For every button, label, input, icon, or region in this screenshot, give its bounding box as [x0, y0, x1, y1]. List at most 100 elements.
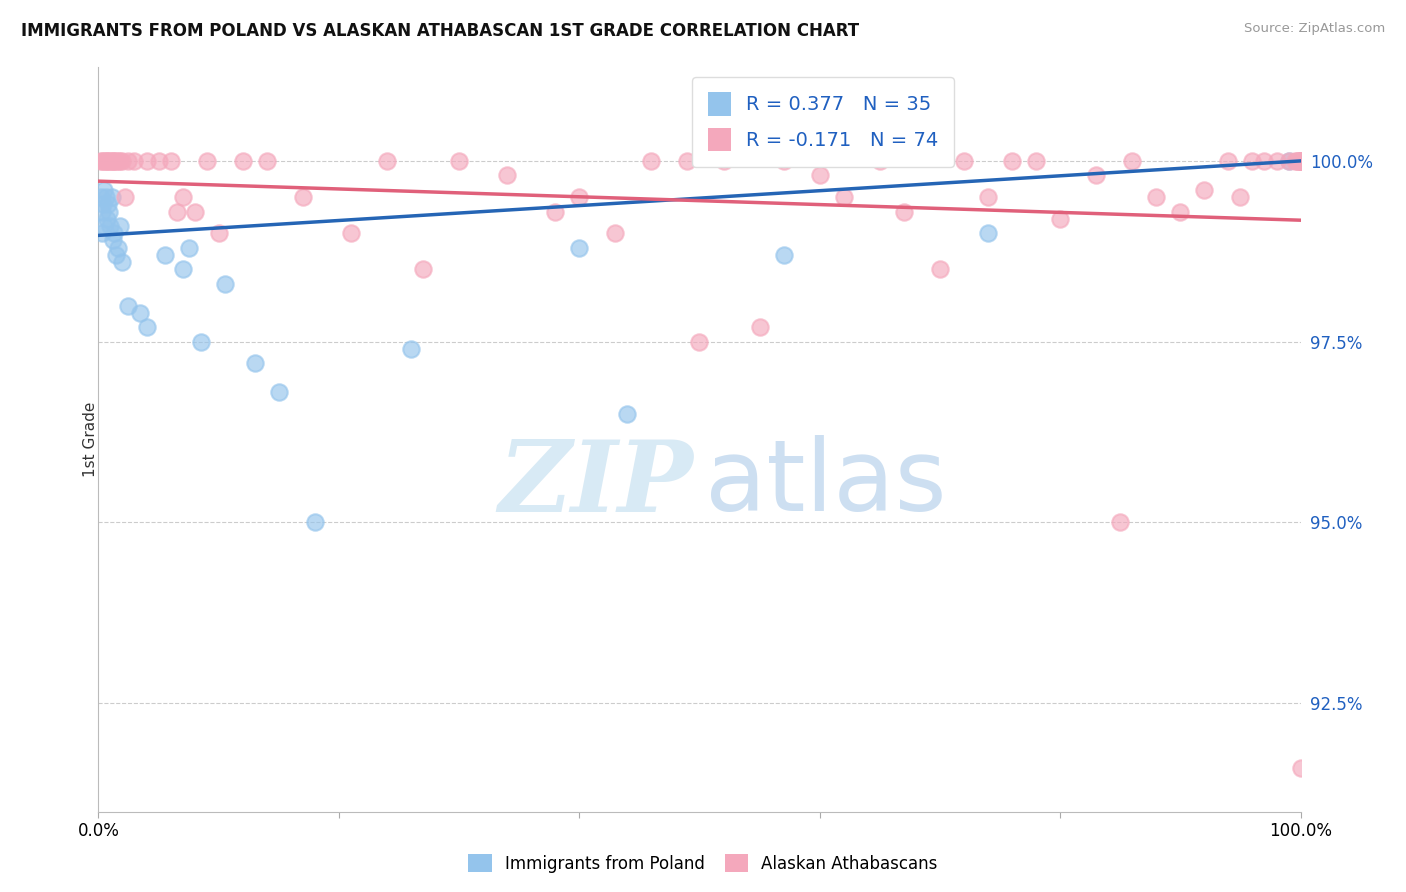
Point — [1288, 153, 1310, 168]
Point — [96, 153, 118, 168]
Point — [1144, 190, 1167, 204]
Point — [117, 153, 139, 168]
Point — [1253, 153, 1275, 168]
Point — [1277, 153, 1299, 168]
Point — [977, 226, 1000, 240]
Point — [153, 248, 176, 262]
Legend: R = 0.377   N = 35, R = -0.171   N = 74: R = 0.377 N = 35, R = -0.171 N = 74 — [692, 77, 955, 167]
Point — [291, 190, 314, 204]
Point — [108, 219, 131, 233]
Point — [166, 204, 188, 219]
Point — [93, 183, 115, 197]
Point — [1194, 183, 1216, 197]
Point — [94, 190, 117, 204]
Point — [103, 226, 125, 240]
Point — [689, 334, 711, 349]
Text: atlas: atlas — [706, 435, 948, 533]
Point — [232, 153, 254, 168]
Point — [496, 169, 519, 183]
Point — [1289, 761, 1312, 775]
Point — [97, 153, 120, 168]
Point — [97, 197, 120, 211]
Point — [1289, 153, 1312, 168]
Point — [91, 153, 114, 168]
Point — [340, 226, 363, 240]
Point — [267, 385, 290, 400]
Point — [94, 153, 117, 168]
Point — [977, 190, 1000, 204]
Point — [90, 153, 112, 168]
Point — [214, 277, 236, 291]
Point — [91, 226, 114, 240]
Point — [103, 153, 125, 168]
Point — [159, 153, 181, 168]
Point — [568, 190, 591, 204]
Point — [616, 407, 638, 421]
Text: IMMIGRANTS FROM POLAND VS ALASKAN ATHABASCAN 1ST GRADE CORRELATION CHART: IMMIGRANTS FROM POLAND VS ALASKAN ATHABA… — [21, 22, 859, 40]
Point — [1241, 153, 1264, 168]
Point — [96, 211, 118, 226]
Point — [869, 153, 891, 168]
Point — [108, 153, 131, 168]
Point — [447, 153, 470, 168]
Point — [1289, 153, 1312, 168]
Point — [183, 204, 205, 219]
Point — [148, 153, 170, 168]
Point — [111, 255, 134, 269]
Point — [676, 153, 699, 168]
Point — [101, 153, 124, 168]
Point — [1218, 153, 1240, 168]
Point — [412, 262, 434, 277]
Point — [1085, 169, 1108, 183]
Y-axis label: 1st Grade: 1st Grade — [83, 401, 97, 477]
Point — [101, 234, 124, 248]
Point — [304, 516, 326, 530]
Point — [129, 306, 152, 320]
Point — [1289, 153, 1312, 168]
Point — [172, 262, 194, 277]
Point — [808, 169, 831, 183]
Point — [114, 190, 136, 204]
Point — [1121, 153, 1143, 168]
Point — [772, 153, 794, 168]
Point — [928, 262, 950, 277]
Point — [832, 190, 855, 204]
Point — [605, 226, 627, 240]
Point — [1049, 211, 1071, 226]
Point — [713, 153, 735, 168]
Point — [243, 356, 266, 370]
Point — [100, 153, 122, 168]
Legend: Immigrants from Poland, Alaskan Athabascans: Immigrants from Poland, Alaskan Athabasc… — [461, 847, 945, 880]
Point — [111, 153, 134, 168]
Point — [1001, 153, 1024, 168]
Point — [93, 219, 115, 233]
Point — [1289, 153, 1312, 168]
Point — [1285, 153, 1308, 168]
Point — [1284, 153, 1306, 168]
Point — [172, 190, 194, 204]
Point — [91, 204, 114, 219]
Point — [893, 204, 915, 219]
Point — [748, 320, 770, 334]
Point — [568, 241, 591, 255]
Text: ZIP: ZIP — [499, 436, 693, 533]
Point — [105, 248, 128, 262]
Point — [117, 299, 139, 313]
Point — [953, 153, 976, 168]
Point — [107, 241, 129, 255]
Point — [399, 342, 422, 356]
Point — [772, 248, 794, 262]
Point — [105, 153, 128, 168]
Point — [100, 153, 122, 168]
Point — [1277, 153, 1299, 168]
Text: Source: ZipAtlas.com: Source: ZipAtlas.com — [1244, 22, 1385, 36]
Point — [208, 226, 231, 240]
Point — [93, 153, 115, 168]
Point — [124, 153, 146, 168]
Point — [135, 320, 157, 334]
Point — [90, 190, 112, 204]
Point — [135, 153, 157, 168]
Point — [1109, 516, 1132, 530]
Point — [100, 219, 122, 233]
Point — [375, 153, 398, 168]
